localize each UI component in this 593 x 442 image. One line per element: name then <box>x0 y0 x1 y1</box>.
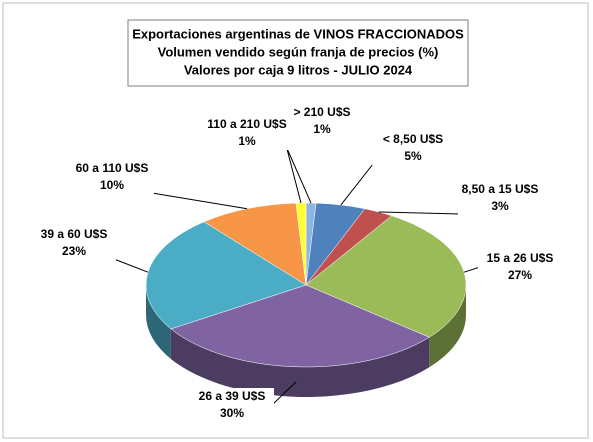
title-box <box>127 19 469 87</box>
category-label: 26 a 39 U$S <box>199 389 266 403</box>
value-label: 27% <box>508 268 532 282</box>
label-box <box>32 226 116 260</box>
label-box <box>371 131 455 165</box>
chart-title: Exportaciones argentinas de VINOS FRACCI… <box>132 26 464 41</box>
category-label: 39 a 60 U$S <box>41 227 108 241</box>
chart-title: Volumen vendido según franja de precios … <box>158 44 439 59</box>
label-box <box>70 160 154 194</box>
value-label: 5% <box>404 149 422 163</box>
category-label: 15 a 26 U$S <box>487 251 554 265</box>
slice-side <box>429 285 466 368</box>
label-box <box>458 181 542 215</box>
label-box <box>205 116 289 150</box>
value-label: 1% <box>238 134 256 148</box>
slice-side <box>146 285 171 359</box>
category-label: 8,50 a 15 U$S <box>462 182 539 196</box>
label-box <box>478 250 562 284</box>
slice-side <box>170 328 430 397</box>
label-box <box>280 104 364 138</box>
value-label: 23% <box>62 244 86 258</box>
category-label: 110 a 210 U$S <box>207 117 286 131</box>
slice <box>295 202 307 286</box>
category-label: > 210 U$S <box>293 105 350 119</box>
value-label: 30% <box>220 406 244 420</box>
category-label: < 8,50 U$S <box>383 132 443 146</box>
value-label: 3% <box>491 199 509 213</box>
value-label: 1% <box>313 122 331 136</box>
slice <box>145 221 307 330</box>
label-box <box>190 388 274 422</box>
slice <box>170 284 430 368</box>
value-label: 10% <box>100 178 124 192</box>
chart-title: Valores por caja 9 litros - JULIO 2024 <box>184 62 413 77</box>
category-label: 60 a 110 U$S <box>76 161 149 175</box>
slice <box>203 202 307 286</box>
